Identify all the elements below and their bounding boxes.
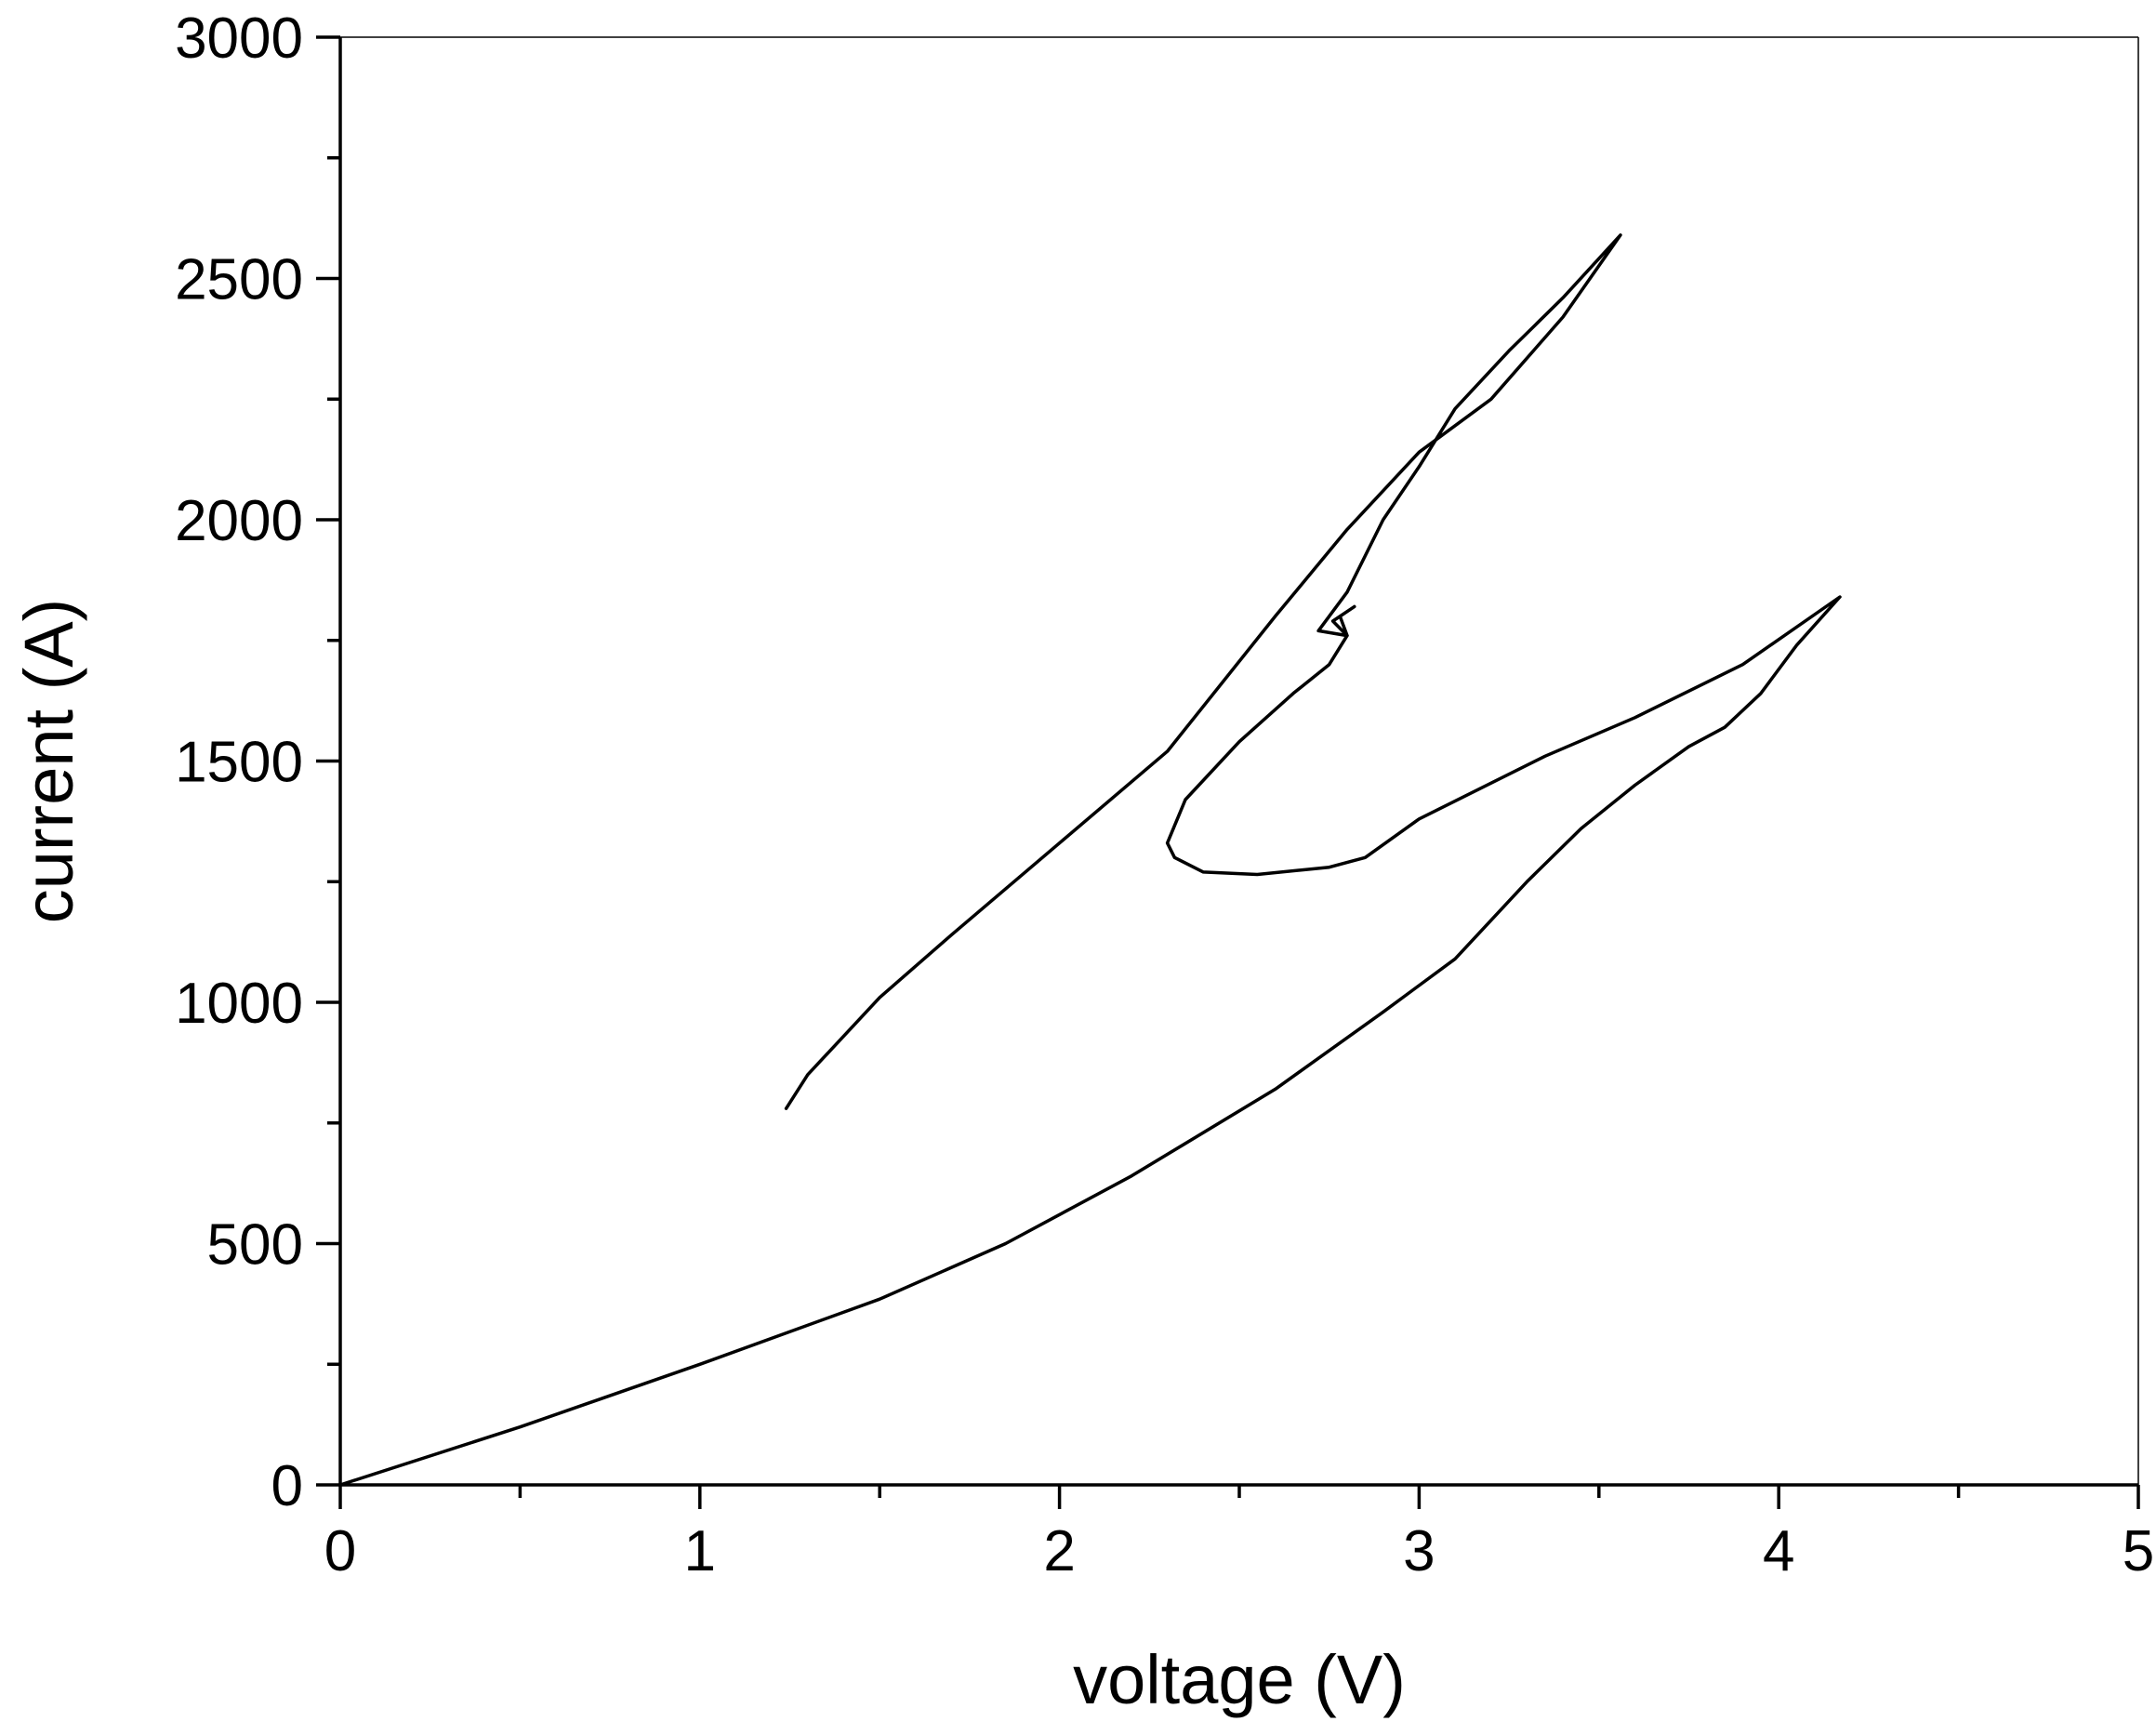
- x-tick-label: 4: [1763, 1519, 1794, 1583]
- series-layer: [338, 233, 1842, 1487]
- plot-frame: [338, 36, 2139, 1487]
- y-axis-title: current (A): [10, 599, 87, 924]
- series-line: [338, 233, 1842, 1487]
- x-tick-label: 0: [324, 1519, 356, 1583]
- y-tick-label: 2500: [175, 248, 303, 312]
- y-axis-tick-labels: 0 500 1000 1500 2000 2500 3000: [175, 7, 303, 1518]
- y-tick-label: 0: [271, 1454, 303, 1518]
- y-axis-ticks: [316, 35, 340, 1487]
- x-tick-label: 1: [684, 1519, 716, 1583]
- x-axis-ticks: [338, 1485, 2140, 1509]
- y-tick-label: 1500: [175, 731, 303, 795]
- y-tick-label: 2000: [175, 489, 303, 553]
- y-tick-label: 500: [207, 1213, 303, 1278]
- x-axis-tick-labels: 0 1 2 3 4 5: [324, 1519, 2154, 1583]
- x-tick-label: 5: [2123, 1519, 2154, 1583]
- x-tick-label: 2: [1043, 1519, 1075, 1583]
- y-tick-label: 1000: [175, 972, 303, 1036]
- y-tick-label: 3000: [175, 7, 303, 71]
- x-tick-label: 3: [1403, 1519, 1435, 1583]
- x-axis-title: voltage (V): [1073, 1641, 1406, 1718]
